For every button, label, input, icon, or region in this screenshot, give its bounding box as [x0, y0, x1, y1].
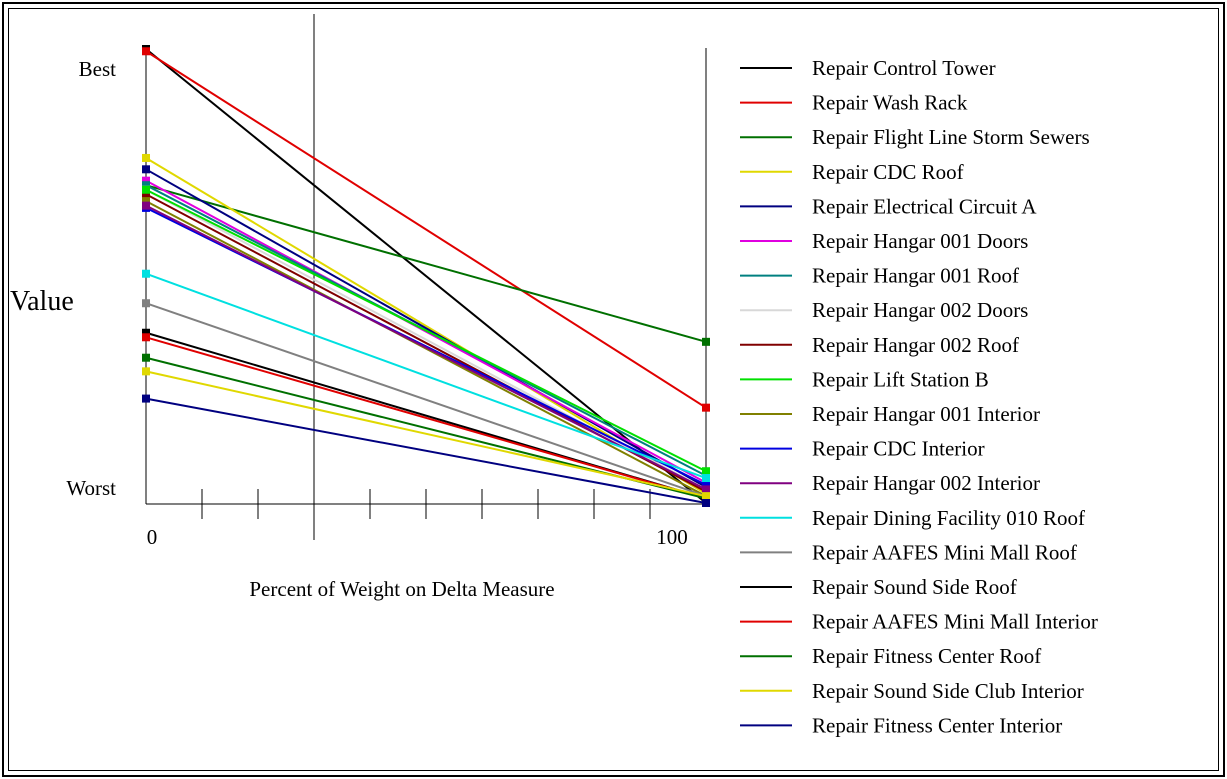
series-marker [702, 492, 710, 501]
series-marker [142, 47, 150, 56]
series-marker [142, 165, 150, 174]
x-axis-label: Percent of Weight on Delta Measure [249, 577, 554, 601]
series-line [145, 179, 707, 484]
legend: Repair Control Tower Repair Wash Rack Repa… [740, 56, 1098, 737]
series-marker [142, 333, 150, 342]
legend-label: Repair Electrical Circuit A [812, 194, 1037, 218]
series-marker [142, 181, 150, 190]
legend-label: Repair Dining Facility 010 Roof [812, 506, 1085, 530]
legend-label: Repair Hangar 001 Doors [812, 229, 1028, 253]
x-tick-label-100: 100 [656, 525, 688, 549]
series-marker [702, 499, 710, 507]
legend-label: Repair Hangar 002 Interior [812, 471, 1040, 495]
series-line [145, 336, 707, 500]
series-lines [145, 48, 707, 504]
series-line [145, 200, 707, 498]
legend-label: Repair Fitness Center Interior [812, 713, 1062, 737]
series-markers [142, 45, 710, 507]
series-marker [142, 190, 150, 199]
series-marker [702, 403, 710, 412]
series-marker [702, 337, 710, 346]
series-line [145, 207, 707, 486]
series-marker [142, 394, 150, 403]
series-marker [142, 176, 150, 185]
x-tick-label-0: 0 [147, 525, 158, 549]
series-marker [702, 480, 710, 489]
legend-label: Repair Control Tower [812, 56, 996, 80]
series-line [145, 188, 707, 473]
legend-label: Repair CDC Roof [812, 160, 964, 184]
legend-label: Repair CDC Interior [812, 437, 985, 461]
series-line [145, 204, 707, 491]
legend-label: Repair AAFES Mini Mall Roof [812, 540, 1077, 564]
series-marker [142, 328, 150, 337]
series-marker [702, 474, 710, 483]
series-line [145, 168, 707, 488]
series-line [145, 370, 707, 498]
legend-label: Repair Hangar 002 Doors [812, 298, 1028, 322]
series-marker [142, 367, 150, 376]
legend-label: Repair Sound Side Roof [812, 575, 1017, 599]
series-marker [142, 185, 150, 194]
series-line [145, 48, 707, 504]
legend-label: Repair Flight Line Storm Sewers [812, 125, 1090, 149]
chart-inner-border [8, 8, 1219, 771]
y-tick-label-worst: Worst [66, 476, 116, 500]
series-line [145, 50, 707, 409]
series-line [145, 302, 707, 498]
x-ticks [201, 489, 651, 519]
series-line [145, 397, 707, 504]
legend-label: Repair Sound Side Club Interior [812, 679, 1084, 703]
legend-label: Repair Lift Station B [812, 367, 989, 391]
series-marker [142, 269, 150, 278]
legend-label: Repair Wash Rack [812, 91, 968, 115]
legend-label: Repair AAFES Mini Mall Interior [812, 610, 1098, 634]
series-marker [142, 299, 150, 308]
legend-label: Repair Hangar 001 Roof [812, 264, 1019, 288]
series-line [145, 272, 707, 479]
series-marker [702, 467, 710, 476]
y-axis-label: Value [10, 286, 74, 317]
legend-label: Repair Fitness Center Roof [812, 644, 1041, 668]
series-marker [142, 201, 150, 210]
legend-label: Repair Hangar 001 Interior [812, 402, 1040, 426]
series-marker [142, 353, 150, 362]
series-marker [142, 197, 150, 206]
series-line [145, 188, 707, 491]
legend-label: Repair Hangar 002 Roof [812, 333, 1019, 357]
series-marker [702, 485, 710, 494]
series-line [145, 184, 707, 343]
y-tick-label-best: Best [79, 57, 117, 81]
series-marker [142, 153, 150, 162]
